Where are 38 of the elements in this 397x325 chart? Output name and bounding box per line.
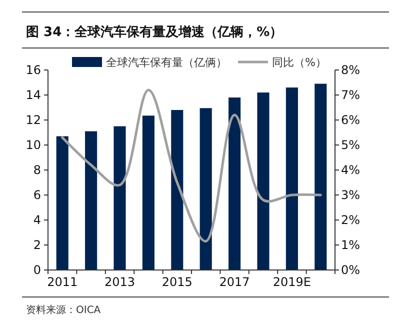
bar [85, 131, 98, 270]
bar [228, 98, 241, 270]
x-tick-label: 2017 [219, 275, 250, 289]
y2-tick-label: 2% [341, 213, 360, 228]
bar [114, 126, 126, 270]
y2-tick-label: 4% [341, 163, 360, 178]
bar [171, 110, 184, 270]
line-series [61, 88, 322, 242]
y2-tick-label: 0% [341, 263, 360, 278]
y2-tick-label: 5% [341, 138, 360, 152]
legend-label: 全球汽车保有量（亿俩） [106, 56, 227, 69]
bar [142, 116, 154, 270]
bar [314, 84, 327, 270]
y-tick-label: 14 [26, 88, 41, 102]
y2-tick-label: 1% [341, 238, 360, 252]
x-tick-label: 2019E [272, 275, 312, 289]
y-tick-label: 16 [26, 63, 41, 78]
x-tick-label: 2013 [104, 275, 136, 289]
bar [200, 108, 212, 270]
y-tick-label: 8 [33, 163, 41, 178]
y-tick-label: 12 [26, 113, 41, 128]
y2-tick-label: 6% [341, 113, 360, 128]
y-tick-label: 10 [26, 138, 41, 152]
bar [257, 92, 270, 270]
y-tick-label: 2 [33, 238, 41, 252]
text: 资料来源：OICA [26, 304, 101, 316]
x-tick-label: 2011 [47, 275, 78, 289]
bar [286, 88, 298, 270]
legend-label: 同比（%） [272, 56, 326, 69]
y-tick-label: 0 [33, 263, 41, 278]
y2-tick-label: 3% [341, 188, 360, 202]
y-tick-label: 6 [33, 188, 41, 202]
y2-tick-label: 8% [341, 63, 360, 78]
y-tick-label: 4 [33, 213, 41, 228]
bar [56, 136, 68, 270]
y2-tick-label: 7% [341, 88, 360, 102]
x-tick-label: 2015 [162, 275, 192, 289]
chart-title: 图 34：全球汽车保有量及增速（亿辆，%） [26, 24, 283, 40]
